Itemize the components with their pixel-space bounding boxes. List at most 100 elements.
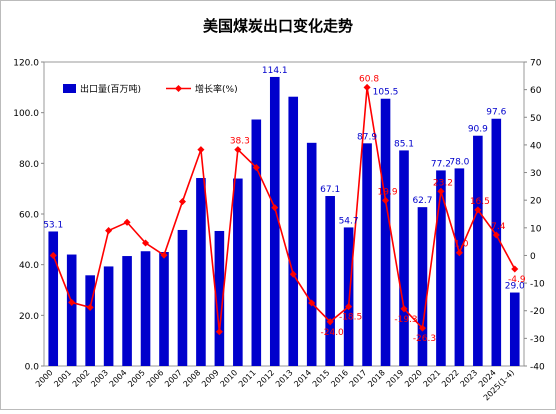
y-right-tick-label: 10 <box>530 224 542 234</box>
y-left-tick-label: 120.0 <box>13 59 39 69</box>
y-right-tick-label: 60 <box>530 86 542 96</box>
bar-series <box>48 76 520 367</box>
bar <box>103 266 114 366</box>
bar <box>85 275 95 366</box>
line-point <box>382 196 390 204</box>
y-right-tick-label: 30 <box>530 169 542 179</box>
bar <box>122 256 132 366</box>
bar <box>473 135 483 366</box>
line-point <box>105 227 113 235</box>
bar <box>491 118 502 366</box>
line-data-label: 38.3 <box>230 137 250 147</box>
line-point <box>68 298 76 306</box>
y-right-tick-label: -20 <box>530 307 545 317</box>
line-point <box>437 187 445 195</box>
bar-data-label: 53.1 <box>43 220 63 230</box>
bar <box>509 292 520 366</box>
legend-bar-label: 出口量(百万吨) <box>80 83 141 95</box>
bar <box>306 142 317 366</box>
line-point <box>86 303 94 311</box>
bar-data-label: 54.7 <box>339 216 359 226</box>
bar-data-label: 62.7 <box>412 196 432 206</box>
line-point <box>345 303 353 311</box>
y-right-tick-label: 0 <box>530 252 536 262</box>
y-left-axis: 0.0 20.0 40.0 60.0 80.0 100.0 120.0 <box>13 59 44 373</box>
bar-data-label: 78.0 <box>449 157 469 167</box>
bar <box>362 143 372 366</box>
y-left-tick-label: 20.0 <box>19 312 39 322</box>
bar-data-labels: 53.1 114.1 67.1 54.7 87.9 105.5 85.1 62.7 77.278… <box>43 66 525 292</box>
line-data-label: 23.2 <box>433 178 453 188</box>
bar-data-label: 85.1 <box>394 139 414 149</box>
bar <box>177 229 188 366</box>
y-left-tick-label: 100.0 <box>13 109 39 119</box>
legend-bar-swatch <box>63 84 76 93</box>
bar <box>251 119 262 366</box>
line-data-label: -4.9 <box>508 275 526 285</box>
bar <box>48 231 59 366</box>
y-right-tick-label: 70 <box>530 59 542 69</box>
line-point <box>142 239 150 247</box>
line-data-label: 1.0 <box>454 240 469 250</box>
line-data-label: 19.9 <box>378 187 398 197</box>
line-data-label: -24.0 <box>321 328 345 338</box>
bar-data-label: 77.2 <box>431 159 451 169</box>
bar <box>159 252 169 366</box>
bar-data-label: 105.5 <box>373 88 399 98</box>
line-point <box>474 206 482 214</box>
line-point <box>511 265 519 273</box>
line-point <box>123 218 131 226</box>
line-data-label: 60.8 <box>359 74 379 84</box>
y-left-tick-label: 80.0 <box>19 160 39 170</box>
line-data-label: 16.5 <box>470 197 490 207</box>
y-left-tick-label: 60.0 <box>19 211 39 221</box>
bar <box>196 178 206 366</box>
bar <box>343 227 354 366</box>
line-point <box>418 324 426 332</box>
line-data-label: -19.3 <box>394 315 417 325</box>
y-left-tick-label: 0.0 <box>25 363 40 373</box>
bar-data-label: 67.1 <box>320 185 340 195</box>
bar <box>380 98 391 366</box>
y-right-tick-label: 50 <box>530 114 542 124</box>
line-point <box>197 146 205 154</box>
bar <box>66 254 77 366</box>
chart-title: 美国煤炭出口变化走势 <box>203 17 353 35</box>
legend-line-label: 增长率(%) <box>195 83 238 95</box>
bar <box>454 168 465 366</box>
bar-data-label: 90.9 <box>468 125 488 135</box>
line-point <box>363 83 371 91</box>
line-point <box>215 328 223 336</box>
bar <box>436 170 446 366</box>
bar <box>399 150 409 366</box>
line-point <box>326 318 334 326</box>
line-point <box>234 146 242 154</box>
bar-data-label: 29.0 <box>505 282 525 292</box>
y-right-tick-label: -30 <box>530 335 545 345</box>
bar <box>233 178 243 366</box>
line-point <box>271 204 279 212</box>
y-right-tick-label: 40 <box>530 141 542 151</box>
plot-area <box>43 61 525 367</box>
bar <box>417 207 428 366</box>
bar-data-label: 87.9 <box>357 132 377 142</box>
line-data-labels: 38.3 -24.0 -18.5 60.8 19.9 -19.3 -26.3 23.2 1.0 1… <box>230 74 526 344</box>
y-right-tick-label: -10 <box>530 280 545 290</box>
line-point <box>178 198 186 206</box>
line-data-label: -26.3 <box>413 334 436 344</box>
y-right-tick-label: -40 <box>530 363 545 373</box>
bar <box>214 230 225 366</box>
line-point <box>400 305 408 313</box>
y-right-axis: -40 -30 -20 -10 0 10 20 30 40 50 60 70 <box>524 59 545 373</box>
y-right-tick-label: 20 <box>530 197 542 207</box>
legend: 出口量(百万吨) 增长率(%) <box>63 83 238 95</box>
bar-data-label: 114.1 <box>262 66 288 76</box>
bar <box>325 196 335 366</box>
y-left-tick-label: 40.0 <box>19 261 39 271</box>
bar <box>288 96 299 366</box>
bar-data-label: 97.6 <box>486 108 506 118</box>
line-data-label: 7.4 <box>491 222 506 232</box>
growth-line <box>52 87 516 332</box>
